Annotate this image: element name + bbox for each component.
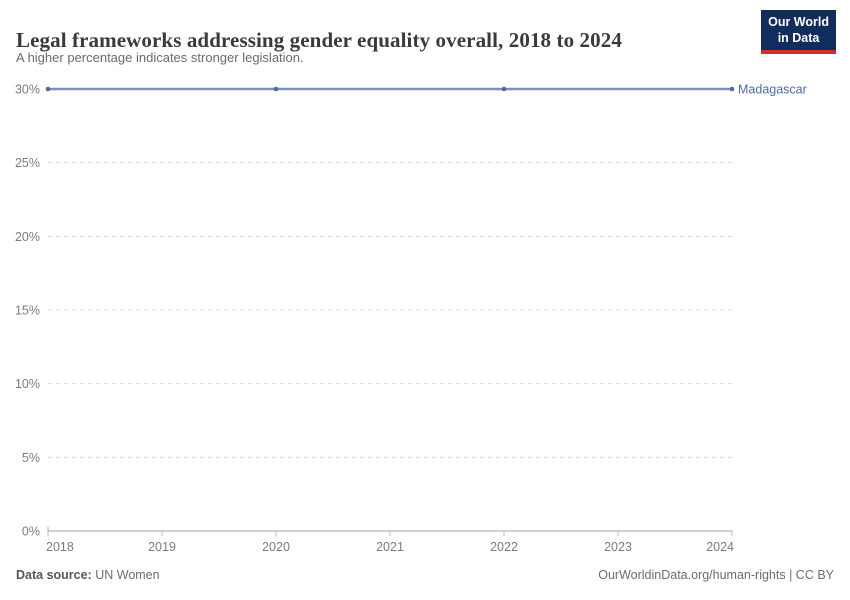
x-tick-label: 2023 xyxy=(604,540,632,554)
data-source: Data source: UN Women xyxy=(16,568,160,582)
data-point-marker xyxy=(729,86,735,92)
y-tick-label: 0% xyxy=(22,525,40,539)
line-chart: 0% 5% 10% 15% 20% 25% 30% 2018 2019 2020 2021 2022 2… xyxy=(15,83,807,555)
data-point-marker xyxy=(273,86,279,92)
x-tick-label: 2019 xyxy=(148,540,176,554)
attribution-link[interactable]: OurWorldinData.org/human-rights | CC BY xyxy=(598,568,834,582)
y-tick-label: 5% xyxy=(22,451,40,465)
x-tick-label: 2022 xyxy=(490,540,518,554)
chart-title: Legal frameworks addressing gender equal… xyxy=(16,28,622,53)
x-tick-label: 2018 xyxy=(46,540,74,554)
series-label: Madagascar xyxy=(738,83,807,97)
y-tick-label: 10% xyxy=(15,377,40,391)
x-tick-label: 2021 xyxy=(376,540,404,554)
chart-footer: Data source: UN Women OurWorldinData.org… xyxy=(16,568,834,582)
x-tick-label: 2020 xyxy=(262,540,290,554)
chart-subtitle: A higher percentage indicates stronger l… xyxy=(16,50,304,65)
y-tick-label: 15% xyxy=(15,304,40,318)
data-source-label: Data source: xyxy=(16,568,92,582)
data-source-value: UN Women xyxy=(95,568,160,582)
x-tick-label: 2024 xyxy=(706,540,734,554)
owid-logo[interactable]: Our World in Data xyxy=(761,10,836,55)
y-tick-label: 25% xyxy=(15,156,40,170)
y-tick-label: 30% xyxy=(15,83,40,97)
data-point-marker xyxy=(501,86,507,92)
data-point-marker xyxy=(45,86,51,92)
y-tick-label: 20% xyxy=(15,230,40,244)
plot-area: 0% 5% 10% 15% 20% 25% 30% 2018 2019 2020 2021 2022 2… xyxy=(0,75,850,560)
owid-logo-line2: in Data xyxy=(777,30,820,45)
owid-logo-line1: Our World xyxy=(768,15,829,29)
